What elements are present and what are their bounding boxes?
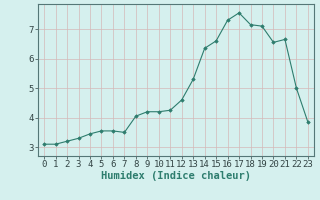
X-axis label: Humidex (Indice chaleur): Humidex (Indice chaleur) bbox=[101, 171, 251, 181]
